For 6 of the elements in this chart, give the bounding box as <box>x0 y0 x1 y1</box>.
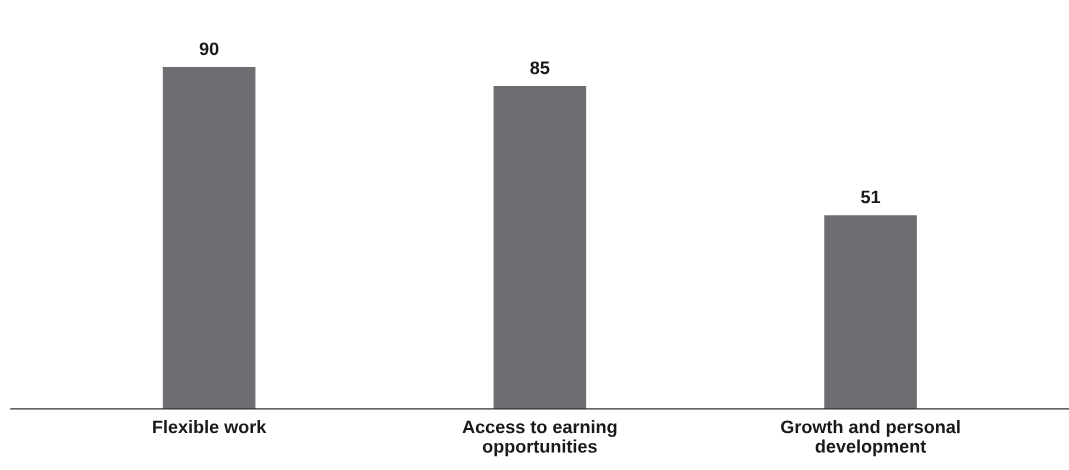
x-tick-label: Access to earning opportunities <box>462 420 617 457</box>
x-tick-label: Flexible work <box>153 420 267 434</box>
x-tick-label: Growth and personal development <box>781 420 960 457</box>
data-label: 51 <box>861 190 881 204</box>
data-label: 85 <box>530 61 550 75</box>
data-label: 90 <box>199 42 219 56</box>
